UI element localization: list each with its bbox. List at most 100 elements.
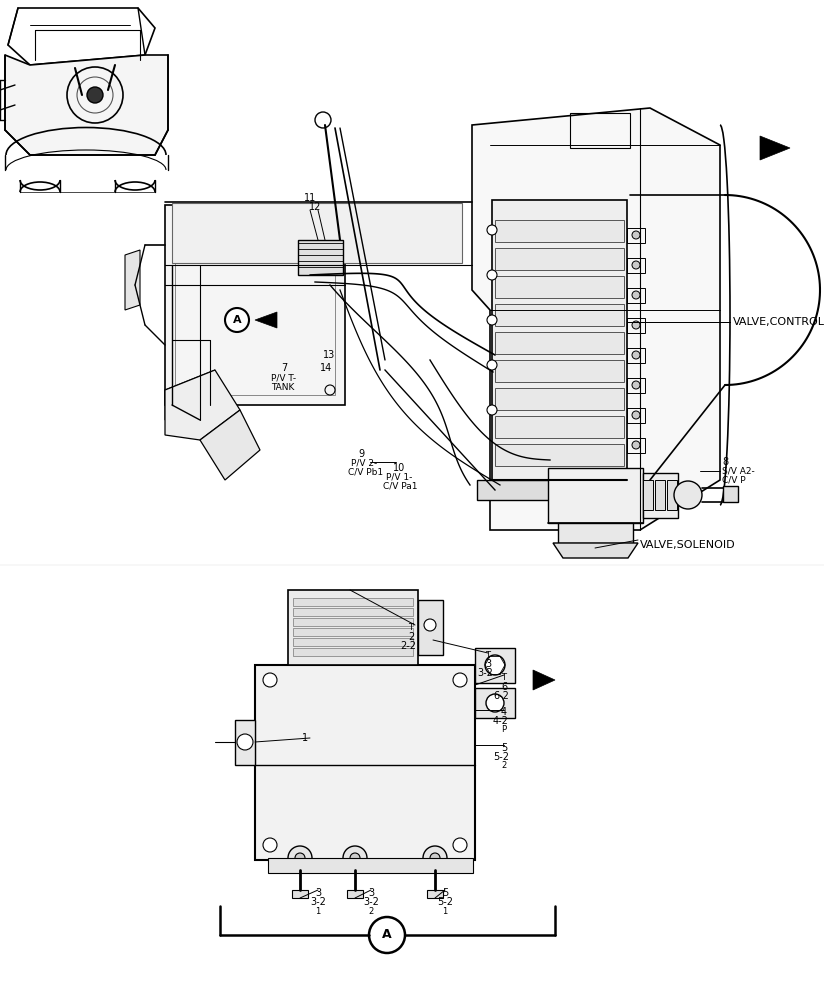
Circle shape — [369, 917, 405, 953]
Circle shape — [632, 351, 640, 359]
Polygon shape — [255, 312, 277, 328]
Text: P/V 1-: P/V 1- — [386, 473, 412, 482]
Polygon shape — [533, 670, 555, 690]
Bar — [495, 248, 624, 270]
Bar — [293, 638, 413, 646]
Bar — [475, 688, 515, 718]
Text: A: A — [382, 928, 392, 942]
Bar — [723, 486, 738, 502]
Bar — [667, 480, 677, 510]
Text: 4: 4 — [501, 707, 507, 717]
Bar — [627, 408, 645, 423]
Bar — [268, 858, 473, 873]
Bar — [293, 618, 413, 626]
Text: 3: 3 — [315, 888, 321, 898]
Text: TANK: TANK — [271, 382, 294, 391]
Polygon shape — [472, 108, 720, 530]
Text: VALVE,SOLENOID: VALVE,SOLENOID — [640, 540, 736, 550]
Text: VALVE,CONTROL: VALVE,CONTROL — [733, 317, 824, 327]
Bar — [172, 203, 462, 263]
Text: 1: 1 — [442, 906, 447, 916]
Bar — [293, 598, 413, 606]
Text: 11: 11 — [304, 193, 316, 203]
Text: 3: 3 — [485, 659, 491, 669]
Circle shape — [487, 360, 497, 370]
Bar — [627, 348, 645, 363]
Polygon shape — [165, 370, 240, 440]
Circle shape — [430, 853, 440, 863]
Circle shape — [225, 308, 249, 332]
Text: T: T — [485, 650, 490, 660]
Circle shape — [263, 673, 277, 687]
Bar — [255, 665, 475, 860]
Circle shape — [424, 619, 436, 631]
Circle shape — [632, 321, 640, 329]
Bar — [477, 480, 642, 500]
Text: 2-2: 2-2 — [400, 641, 416, 651]
Circle shape — [343, 846, 367, 870]
Bar — [495, 304, 624, 326]
Bar — [293, 648, 413, 656]
Circle shape — [263, 838, 277, 852]
Circle shape — [350, 853, 360, 863]
Text: 5: 5 — [442, 888, 448, 898]
Bar — [495, 416, 624, 438]
Text: 8: 8 — [722, 457, 728, 467]
Bar — [288, 590, 418, 665]
Polygon shape — [125, 250, 140, 310]
Text: 5-2: 5-2 — [437, 897, 453, 907]
Bar — [627, 258, 645, 273]
Circle shape — [487, 225, 497, 235]
Text: C/V Pb1: C/V Pb1 — [348, 468, 383, 477]
Text: P: P — [502, 726, 507, 734]
Text: 6-2: 6-2 — [493, 691, 509, 701]
Circle shape — [486, 694, 504, 712]
Bar — [655, 480, 665, 510]
Text: 14: 14 — [320, 363, 332, 373]
Circle shape — [453, 838, 467, 852]
Polygon shape — [553, 543, 638, 558]
Circle shape — [315, 112, 331, 128]
Text: 1: 1 — [302, 733, 308, 743]
Bar — [347, 890, 363, 898]
Text: 10: 10 — [393, 463, 405, 473]
Text: 4-2: 4-2 — [493, 716, 509, 726]
Bar — [495, 220, 624, 242]
Bar — [427, 890, 443, 898]
Text: C/V P: C/V P — [722, 476, 746, 485]
Text: 3-2: 3-2 — [363, 897, 379, 907]
Text: S/V A2-: S/V A2- — [722, 466, 755, 476]
Bar — [495, 388, 624, 410]
Bar — [418, 600, 443, 655]
Circle shape — [632, 441, 640, 449]
Bar — [495, 276, 624, 298]
Polygon shape — [200, 410, 260, 480]
Bar — [627, 288, 645, 303]
Circle shape — [632, 381, 640, 389]
Circle shape — [487, 270, 497, 280]
Text: 2: 2 — [408, 632, 414, 642]
Polygon shape — [165, 370, 215, 420]
Bar — [475, 648, 515, 683]
Bar — [627, 378, 645, 393]
Text: 7: 7 — [281, 363, 288, 373]
Circle shape — [423, 846, 447, 870]
Text: 3-2: 3-2 — [310, 897, 326, 907]
Bar — [293, 628, 413, 636]
Text: T: T — [409, 624, 414, 633]
Circle shape — [87, 87, 103, 103]
Circle shape — [485, 655, 505, 675]
Bar — [235, 720, 255, 765]
Text: 12: 12 — [309, 202, 321, 212]
Bar — [558, 523, 633, 543]
Text: P/V T-: P/V T- — [271, 373, 296, 382]
Circle shape — [674, 481, 702, 509]
Text: 3-2: 3-2 — [477, 668, 493, 678]
Circle shape — [487, 405, 497, 415]
Text: 6: 6 — [501, 682, 507, 692]
Circle shape — [288, 846, 312, 870]
Text: 5-2: 5-2 — [493, 752, 509, 762]
Circle shape — [237, 734, 253, 750]
Bar — [293, 608, 413, 616]
Text: T: T — [502, 674, 507, 682]
